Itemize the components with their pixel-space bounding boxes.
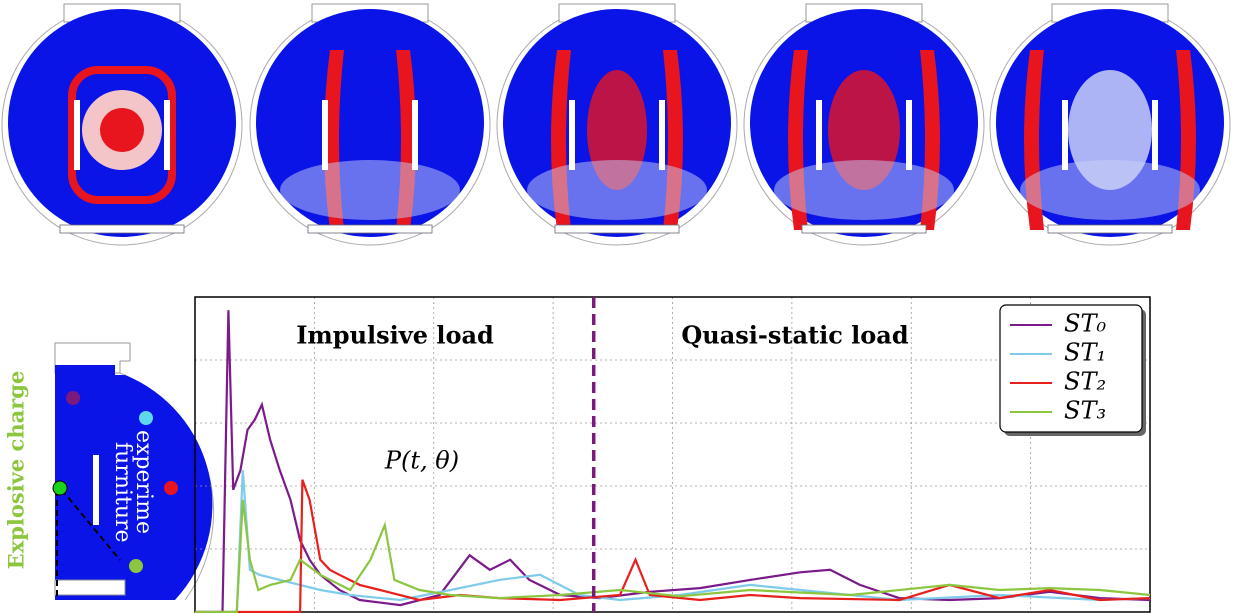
mix-zone (527, 160, 707, 220)
charge (52, 480, 68, 496)
floor (307, 224, 433, 234)
snapshot (496, 3, 738, 246)
furniture (93, 455, 99, 525)
floor (54, 579, 126, 596)
furniture-left (322, 100, 328, 170)
snapshot (249, 3, 491, 246)
left-label: furniture (110, 442, 135, 543)
floor (1047, 224, 1173, 234)
mix-zone (774, 160, 954, 220)
blast-ring (68, 66, 176, 204)
fluid (55, 365, 213, 600)
series-line (195, 310, 1151, 613)
series-line (195, 470, 1151, 613)
left-label: Explosive charge (4, 371, 29, 570)
legend-box (999, 304, 1143, 433)
furniture-left (816, 100, 822, 170)
annotation: Quasi-static load (681, 321, 908, 350)
lid-fluid (92, 14, 152, 48)
furniture-right (1152, 100, 1158, 170)
annotation: Impulsive load (296, 321, 494, 350)
floor (554, 224, 680, 234)
furniture-right (412, 100, 418, 170)
annotation: P(t, θ) (384, 447, 459, 475)
lid-fluid (340, 14, 400, 48)
snapshot (1, 3, 243, 246)
sensor (164, 481, 178, 495)
plot-frame (194, 296, 1151, 613)
blast-core (100, 108, 144, 152)
furniture-right (906, 100, 912, 170)
furniture-left (569, 100, 575, 170)
furniture-left (74, 100, 80, 170)
ray-dash (61, 489, 121, 561)
sensor (139, 411, 153, 425)
mix-zone (280, 160, 460, 220)
lid-fluid (834, 14, 894, 48)
furniture-right (659, 100, 665, 170)
pressure-center (828, 70, 900, 190)
lid-fluid (587, 14, 647, 48)
pressure-chart: Impulsive load Quasi-static load P(t, θ) ST… (194, 296, 1151, 613)
floor (801, 224, 927, 234)
series-line (195, 499, 1151, 613)
sensor (66, 391, 80, 405)
left-label: experime (131, 430, 156, 534)
mix-zone (1020, 160, 1200, 220)
legend-label: ST₃ (1064, 397, 1106, 425)
furniture-right (164, 100, 170, 170)
snapshot (743, 3, 985, 246)
legend-label: ST₁ (1064, 339, 1106, 367)
sensor (129, 559, 143, 573)
furniture-left (1062, 100, 1068, 170)
lid-fluid (1080, 14, 1140, 48)
pressure-center (587, 70, 647, 190)
snapshot (989, 3, 1231, 246)
simulation-snapshots (1, 3, 1231, 246)
floor (59, 224, 185, 234)
legend-label: ST₀ (1064, 310, 1106, 338)
legend-label: ST₂ (1064, 368, 1106, 396)
pressure-center (1068, 70, 1152, 190)
